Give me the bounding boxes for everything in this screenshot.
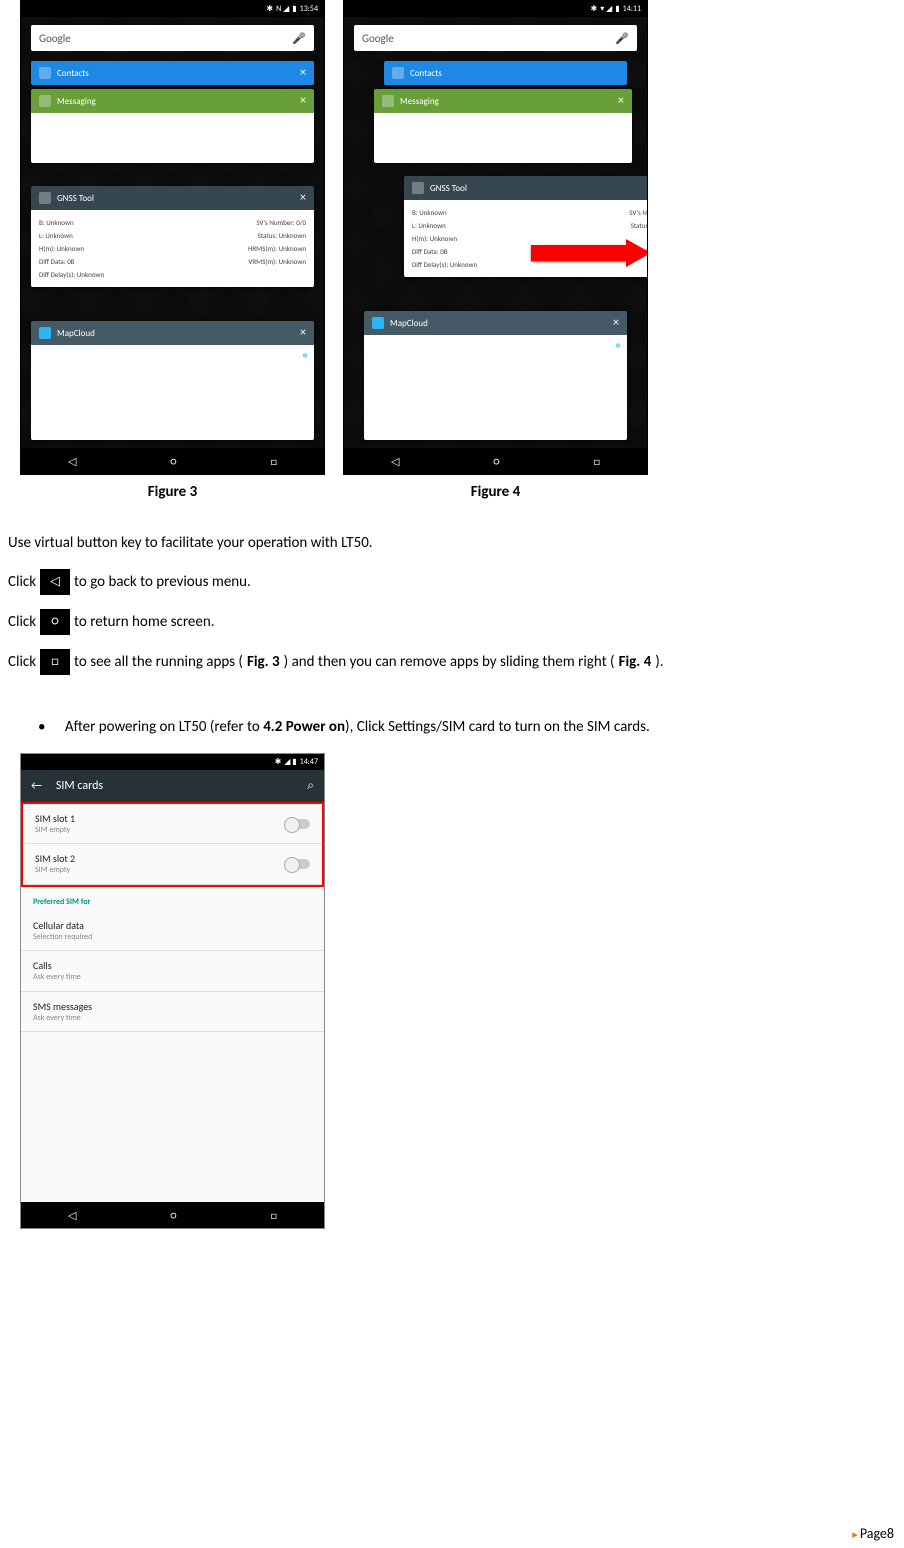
google-label: Google [39, 32, 71, 45]
recent-button[interactable]: □ [270, 1209, 277, 1222]
mapcloud-label: MapCloud [57, 328, 95, 339]
back-nav-icon: ◁ [40, 569, 70, 595]
fig3-ref: Fig. 3 [247, 650, 280, 674]
messaging-label: Messaging [57, 96, 96, 107]
card-contacts[interactable]: Contacts × [31, 61, 314, 85]
card-mapcloud[interactable]: MapCloud × ❄ [31, 321, 314, 440]
calls-row[interactable]: Calls Ask every time [21, 951, 324, 991]
home-button[interactable]: ○ [170, 1209, 176, 1222]
caption-figure-4: Figure 4 [343, 483, 648, 501]
nav-bar: ◁ ○ □ [344, 448, 647, 474]
close-icon[interactable]: × [300, 66, 306, 80]
bt-icon: ✱ [266, 4, 273, 14]
mic-icon[interactable]: 🎤 [615, 32, 629, 45]
nav-bar: ◁ ○ □ [21, 448, 324, 474]
contacts-icon [39, 67, 51, 79]
page-footer: ▸Page8 [852, 1525, 894, 1542]
line1-text: to go back to previous menu. [74, 570, 251, 594]
sim-slot-2-row[interactable]: SIM slot 2 SIM empty [23, 844, 322, 884]
screenshot-figure-4: ✱ ▾ ◢ ▮ 14:11 Google 🎤 Contacts [343, 0, 648, 475]
card-messaging[interactable]: Messaging × [31, 89, 314, 163]
status-bar: ✱ ▾ ◢ ▮ 14:11 [344, 1, 647, 17]
clock: 14:47 [300, 757, 318, 767]
gnss-icon [412, 182, 424, 194]
messaging-icon [39, 95, 51, 107]
recent-nav-icon: □ [40, 649, 70, 675]
clock: 13:54 [300, 4, 318, 14]
contacts-icon [392, 67, 404, 79]
mic-icon[interactable]: 🎤 [292, 32, 306, 45]
nav-bar: ◁ ○ □ [21, 1202, 324, 1228]
back-button[interactable]: ◁ [391, 455, 399, 468]
line2-text: to return home screen. [74, 610, 214, 634]
contacts-label: Contacts [57, 68, 89, 79]
intro-text: Use virtual button key to facilitate you… [8, 531, 896, 555]
clock: 14:11 [623, 4, 641, 14]
screenshot-figure-3: ✱ N ◢ ▮ 13:54 Google 🎤 Contacts × [20, 0, 325, 475]
sms-row[interactable]: SMS messages Ask every time [21, 992, 324, 1032]
card-gnss[interactable]: GNSS Tool × B: UnknownSV's Number: 0/0 L… [31, 186, 314, 287]
google-search-bar[interactable]: Google 🎤 [354, 25, 637, 51]
gnss-icon [39, 192, 51, 204]
home-nav-icon: ○ [40, 609, 70, 635]
click-label: Click [8, 570, 36, 594]
status-bar: ✱ ◢ ▮ 14:47 [21, 754, 324, 770]
search-icon[interactable]: ⌕ [307, 779, 314, 793]
card-messaging[interactable]: Messaging × [374, 89, 632, 163]
close-icon[interactable]: × [613, 316, 619, 330]
home-button[interactable]: ○ [170, 455, 176, 468]
gnss-label: GNSS Tool [57, 193, 94, 204]
mapcloud-icon [39, 327, 51, 339]
card-contacts[interactable]: Contacts [384, 61, 627, 85]
fig4-ref: Fig. 4 [619, 650, 652, 674]
recent-button[interactable]: □ [270, 455, 277, 468]
sim1-toggle[interactable] [286, 819, 310, 829]
status-bar: ✱ N ◢ ▮ 13:54 [21, 1, 324, 17]
preferred-sim-header: Preferred SIM for [21, 887, 324, 911]
close-icon[interactable]: × [300, 94, 306, 108]
bullet-sim: After powering on LT50 (refer to 4.2 Pow… [8, 715, 896, 739]
sim-header: ← SIM cards ⌕ [21, 770, 324, 802]
page-number: Page8 [860, 1525, 894, 1542]
card-mapcloud[interactable]: MapCloud × ❄ [364, 311, 627, 440]
sim2-toggle[interactable] [286, 859, 310, 869]
screenshot-sim-cards: ✱ ◢ ▮ 14:47 ← SIM cards ⌕ SIM slot 1 SIM… [20, 753, 325, 1229]
back-button[interactable]: ◁ [68, 455, 76, 468]
recent-button[interactable]: □ [593, 455, 600, 468]
close-icon[interactable]: × [300, 191, 306, 205]
back-arrow-icon[interactable]: ← [31, 779, 42, 793]
back-button[interactable]: ◁ [68, 1209, 76, 1222]
sim-slot-1-row[interactable]: SIM slot 1 SIM empty [23, 804, 322, 844]
mapcloud-icon [372, 317, 384, 329]
caption-figure-3: Figure 3 [20, 483, 325, 501]
google-search-bar[interactable]: Google 🎤 [31, 25, 314, 51]
cellular-data-row[interactable]: Cellular data Selection required [21, 911, 324, 951]
swipe-arrow-icon [531, 239, 648, 267]
home-button[interactable]: ○ [493, 455, 499, 468]
close-icon[interactable]: × [300, 326, 306, 340]
footer-arrow-icon: ▸ [852, 1528, 858, 1541]
close-icon[interactable]: × [618, 94, 624, 108]
messaging-icon [382, 95, 394, 107]
sim-title: SIM cards [56, 779, 103, 793]
sim-slots-highlight: SIM slot 1 SIM empty SIM slot 2 SIM empt… [21, 802, 324, 887]
